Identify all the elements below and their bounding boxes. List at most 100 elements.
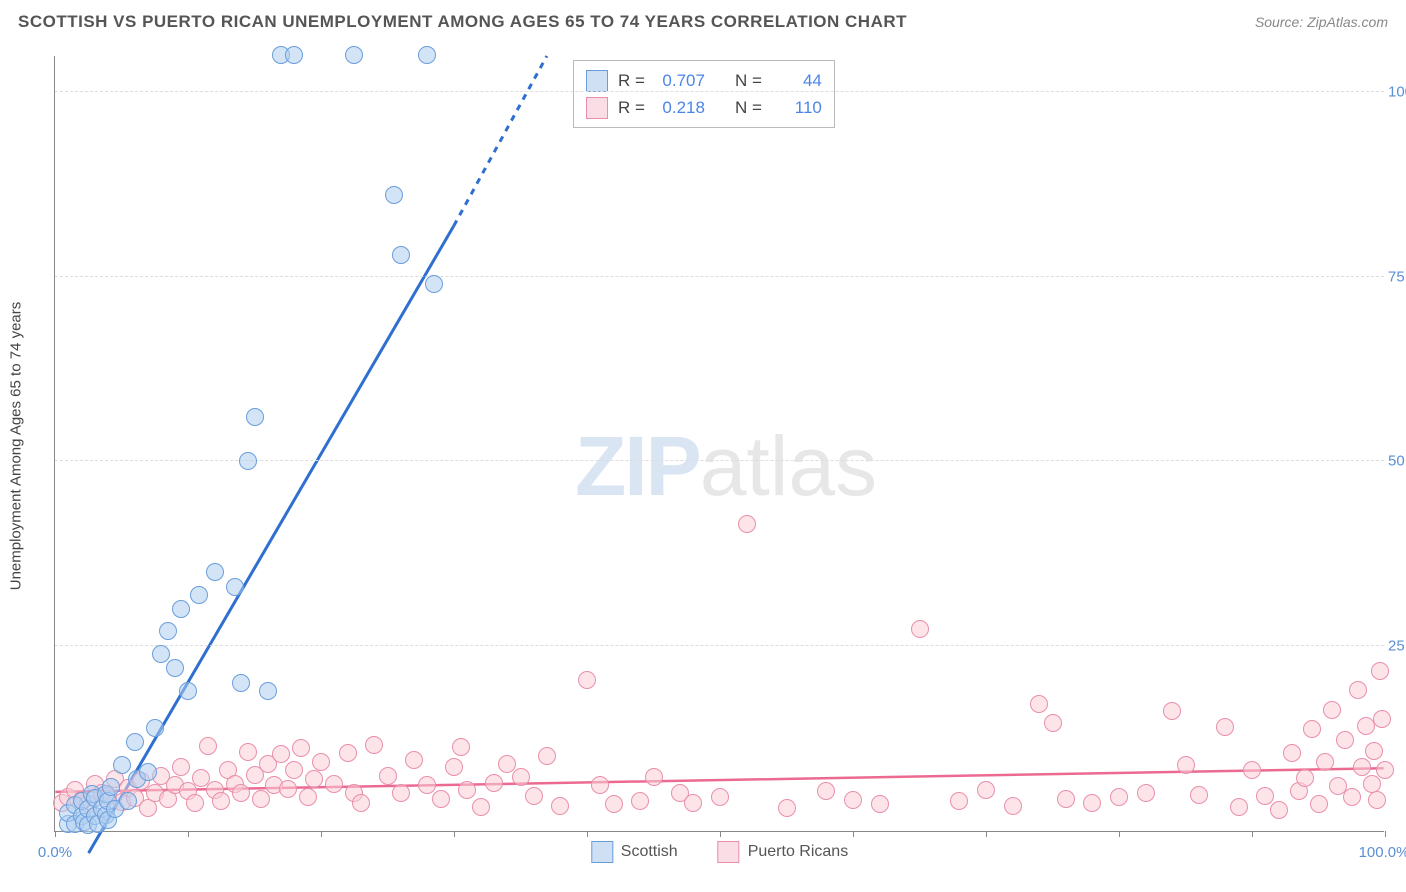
x-axis-max-label: 100.0% xyxy=(1359,844,1406,861)
x-tick xyxy=(587,831,588,837)
pr-data-point xyxy=(1373,710,1391,728)
scottish-data-point xyxy=(239,452,257,470)
pr-data-point xyxy=(445,758,463,776)
x-tick xyxy=(321,831,322,837)
scottish-data-point xyxy=(425,275,443,293)
pr-data-point xyxy=(1137,784,1155,802)
scottish-data-point xyxy=(119,792,137,810)
pr-data-point xyxy=(1057,790,1075,808)
pr-data-point xyxy=(1030,695,1048,713)
pr-data-point xyxy=(1270,801,1288,819)
scottish-data-point xyxy=(385,186,403,204)
pr-data-point xyxy=(325,775,343,793)
pr-data-point xyxy=(645,768,663,786)
y-tick-label: 100.0% xyxy=(1388,83,1406,100)
pr-data-point xyxy=(631,792,649,810)
pr-data-point xyxy=(379,767,397,785)
scottish-data-point xyxy=(179,682,197,700)
watermark-atlas: atlas xyxy=(700,419,877,513)
trend-lines xyxy=(55,56,1384,831)
x-tick xyxy=(720,831,721,837)
pr-data-point xyxy=(432,790,450,808)
pr-data-point xyxy=(778,799,796,817)
pr-data-point xyxy=(1303,720,1321,738)
pr-data-point xyxy=(591,776,609,794)
pr-data-point xyxy=(844,791,862,809)
scottish-data-point xyxy=(159,622,177,640)
grid-line xyxy=(55,645,1384,646)
pr-data-point xyxy=(172,758,190,776)
chart-header: SCOTTISH VS PUERTO RICAN UNEMPLOYMENT AM… xyxy=(18,12,1388,32)
pr-data-point xyxy=(285,761,303,779)
y-tick-label: 50.0% xyxy=(1388,453,1406,470)
stats-row-pr: R = 0.218 N = 110 xyxy=(586,94,822,121)
pr-data-point xyxy=(458,781,476,799)
pr-data-point xyxy=(199,737,217,755)
scottish-data-point xyxy=(392,246,410,264)
pr-data-point xyxy=(871,795,889,813)
pr-data-point xyxy=(1363,775,1381,793)
scottish-data-point xyxy=(126,733,144,751)
pr-data-point xyxy=(1243,761,1261,779)
y-tick-label: 75.0% xyxy=(1388,268,1406,285)
pr-data-point xyxy=(551,797,569,815)
pr-data-point xyxy=(1310,795,1328,813)
pr-data-point xyxy=(525,787,543,805)
scottish-data-point xyxy=(246,408,264,426)
pr-n-value: 110 xyxy=(772,94,822,121)
pr-data-point xyxy=(239,743,257,761)
watermark: ZIPatlas xyxy=(575,418,877,515)
y-tick-label: 25.0% xyxy=(1388,638,1406,655)
x-tick xyxy=(55,831,56,837)
pr-data-point xyxy=(684,794,702,812)
pr-data-point xyxy=(1190,786,1208,804)
pr-data-point xyxy=(452,738,470,756)
pr-data-point xyxy=(1163,702,1181,720)
pr-data-point xyxy=(950,792,968,810)
pr-data-point xyxy=(365,736,383,754)
pr-data-point xyxy=(1376,761,1394,779)
legend-item-scottish: Scottish xyxy=(591,841,678,863)
legend-item-pr: Puerto Ricans xyxy=(718,841,849,863)
scottish-data-point xyxy=(226,578,244,596)
pr-data-point xyxy=(1368,791,1386,809)
pr-data-point xyxy=(512,768,530,786)
pr-data-point xyxy=(186,794,204,812)
pr-data-point xyxy=(292,739,310,757)
x-tick xyxy=(853,831,854,837)
scottish-data-point xyxy=(418,46,436,64)
pr-data-point xyxy=(305,770,323,788)
scottish-data-point xyxy=(139,763,157,781)
pr-data-point xyxy=(485,774,503,792)
pr-data-point xyxy=(1323,701,1341,719)
correlation-stats-box: R = 0.707 N = 44 R = 0.218 N = 110 xyxy=(573,60,835,128)
scottish-data-point xyxy=(206,563,224,581)
x-tick xyxy=(1385,831,1386,837)
pr-data-point xyxy=(1371,662,1389,680)
pr-data-point xyxy=(1353,758,1371,776)
pr-data-point xyxy=(711,788,729,806)
scottish-data-point xyxy=(152,645,170,663)
scottish-data-point xyxy=(113,756,131,774)
pr-data-point xyxy=(405,751,423,769)
pr-data-point xyxy=(272,745,290,763)
pr-data-point xyxy=(1365,742,1383,760)
x-axis-min-label: 0.0% xyxy=(38,844,72,861)
pr-data-point xyxy=(817,782,835,800)
grid-line xyxy=(55,91,1384,92)
pr-data-point xyxy=(1004,797,1022,815)
pr-data-point xyxy=(212,792,230,810)
scottish-data-point xyxy=(345,46,363,64)
pr-data-point xyxy=(1216,718,1234,736)
pr-data-point xyxy=(1230,798,1248,816)
scottish-data-point xyxy=(166,659,184,677)
scottish-data-point xyxy=(232,674,250,692)
pr-data-point xyxy=(1349,681,1367,699)
pr-data-point xyxy=(1296,769,1314,787)
pr-data-point xyxy=(279,780,297,798)
scottish-data-point xyxy=(190,586,208,604)
pr-data-point xyxy=(1044,714,1062,732)
pr-data-point xyxy=(472,798,490,816)
x-tick xyxy=(986,831,987,837)
pr-data-point xyxy=(605,795,623,813)
